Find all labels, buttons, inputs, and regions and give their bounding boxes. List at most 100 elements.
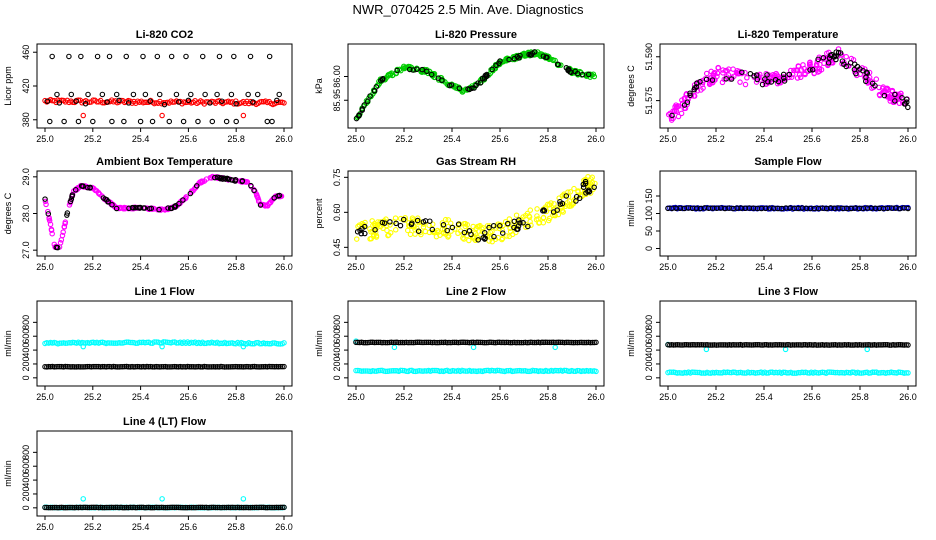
data-point <box>101 504 108 511</box>
data-point <box>109 118 115 125</box>
data-point <box>433 233 440 240</box>
data-point <box>185 97 192 104</box>
data-point <box>866 69 873 76</box>
data-point <box>179 504 185 511</box>
data-point <box>468 231 474 238</box>
data-point <box>568 69 574 76</box>
data-point <box>66 53 72 60</box>
data-point <box>432 74 438 81</box>
data-point <box>886 342 893 348</box>
data-point <box>773 342 779 348</box>
data-point <box>99 504 106 511</box>
data-point <box>494 367 501 374</box>
data-point <box>354 228 361 235</box>
plot-frame <box>659 300 917 387</box>
data-point <box>229 363 235 370</box>
data-point <box>552 339 558 346</box>
x-tick-label: 25.6 <box>180 262 198 272</box>
data-point <box>567 339 573 346</box>
x-tick-label: 25.6 <box>180 392 198 402</box>
data-point <box>246 364 252 370</box>
data-point <box>399 339 406 346</box>
data-point <box>836 342 842 348</box>
chart-panel: Line 2 Flow ml/min 25.0 25.2 25.4 25.6 25.8 26.… <box>314 286 605 402</box>
data-point <box>490 339 497 346</box>
y-tick-label: 29.0 <box>21 168 31 186</box>
data-series <box>42 339 287 347</box>
data-point <box>825 342 831 348</box>
data-point <box>744 75 750 81</box>
data-point <box>493 62 499 69</box>
data-point <box>793 67 799 73</box>
data-point <box>863 69 870 75</box>
data-point <box>901 342 908 348</box>
y-axis-label: ml/min <box>626 330 636 357</box>
data-point <box>358 368 365 374</box>
data-point <box>565 339 571 346</box>
data-point <box>407 339 413 346</box>
plot-frame <box>659 43 917 129</box>
data-point <box>180 197 186 203</box>
data-point <box>274 97 280 104</box>
data-point <box>135 204 141 211</box>
data-point <box>212 504 219 511</box>
data-point <box>68 364 74 370</box>
chart-title: Ambient Box Temperature <box>96 156 233 168</box>
data-point <box>869 80 876 87</box>
data-point <box>703 346 710 353</box>
data-point <box>730 369 736 375</box>
y-axis-label: degrees C <box>626 65 636 107</box>
data-point <box>439 77 445 83</box>
data-point <box>868 342 874 348</box>
data-point <box>877 342 883 348</box>
data-point <box>541 339 547 346</box>
data-point <box>379 339 385 346</box>
data-point <box>483 339 489 346</box>
data-point <box>903 370 909 376</box>
data-point <box>45 208 51 215</box>
data-point <box>903 96 910 103</box>
x-tick-label: 26.0 <box>587 392 605 402</box>
chart-title: Line 3 Flow <box>758 286 818 298</box>
data-point <box>487 339 493 346</box>
data-point <box>691 86 697 93</box>
data-point <box>717 370 723 376</box>
data-point <box>94 363 100 370</box>
data-point <box>444 227 450 234</box>
data-point <box>881 92 888 99</box>
chart-panel: Sample Flow ml/min 25.0 25.2 25.4 25.6 25.8 26.… <box>626 156 917 272</box>
data-point <box>773 205 779 212</box>
data-point <box>675 103 681 109</box>
data-point <box>362 230 368 237</box>
data-point <box>544 339 551 346</box>
data-point <box>149 364 156 370</box>
data-point <box>269 118 275 125</box>
y-tick-label: 100 <box>644 206 654 221</box>
data-point <box>157 504 163 511</box>
data-point <box>884 369 891 376</box>
y-axis-label: ml/min <box>314 330 324 357</box>
data-point <box>116 504 122 511</box>
data-point <box>77 504 83 511</box>
data-series <box>353 367 599 375</box>
data-point <box>767 369 774 375</box>
data-point <box>461 236 467 242</box>
chart-title: Line 4 (LT) Flow <box>123 416 206 428</box>
x-tick-label: 25.4 <box>443 262 461 272</box>
data-point <box>210 364 217 370</box>
data-point <box>394 67 400 74</box>
data-point <box>81 340 87 346</box>
data-point <box>184 504 191 511</box>
data-point <box>138 504 145 511</box>
data-point <box>275 504 282 511</box>
data-point <box>201 504 208 511</box>
data-point <box>737 79 743 85</box>
data-point <box>684 99 691 105</box>
data-point <box>85 91 91 98</box>
data-point <box>228 91 235 98</box>
y-tick-label: 400 <box>332 343 342 358</box>
data-point <box>563 193 570 199</box>
data-point <box>761 341 768 348</box>
data-point <box>460 235 466 241</box>
data-point <box>892 342 898 348</box>
